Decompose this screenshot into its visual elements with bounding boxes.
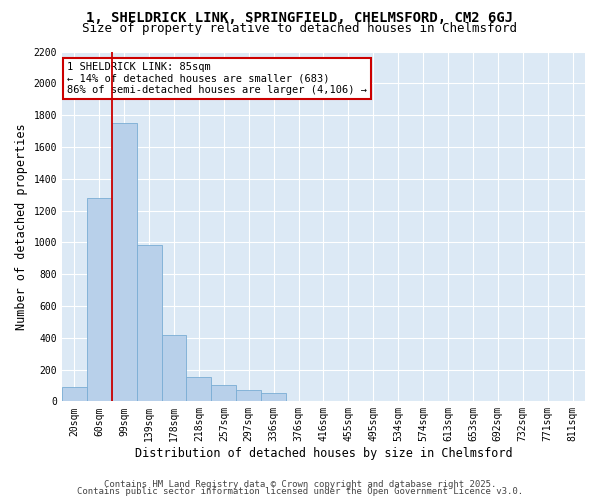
Text: 1, SHELDRICK LINK, SPRINGFIELD, CHELMSFORD, CM2 6GJ: 1, SHELDRICK LINK, SPRINGFIELD, CHELMSFO… (86, 11, 514, 25)
Bar (211, 386, 236, 402)
Bar (187, 378, 211, 402)
Text: Contains HM Land Registry data © Crown copyright and database right 2025.: Contains HM Land Registry data © Crown c… (104, 480, 496, 489)
Text: Size of property relative to detached houses in Chelmsford: Size of property relative to detached ho… (83, 22, 517, 35)
Bar (137, 246, 161, 402)
Text: Contains public sector information licensed under the Open Government Licence v3: Contains public sector information licen… (77, 487, 523, 496)
Bar (87, 198, 112, 402)
Bar (161, 334, 187, 402)
Bar (261, 394, 286, 402)
Bar (62, 387, 87, 402)
Text: 1 SHELDRICK LINK: 85sqm
← 14% of detached houses are smaller (683)
86% of semi-d: 1 SHELDRICK LINK: 85sqm ← 14% of detache… (67, 62, 367, 95)
Y-axis label: Number of detached properties: Number of detached properties (15, 123, 28, 330)
Bar (112, 123, 137, 402)
Bar (236, 390, 261, 402)
X-axis label: Distribution of detached houses by size in Chelmsford: Distribution of detached houses by size … (134, 447, 512, 460)
